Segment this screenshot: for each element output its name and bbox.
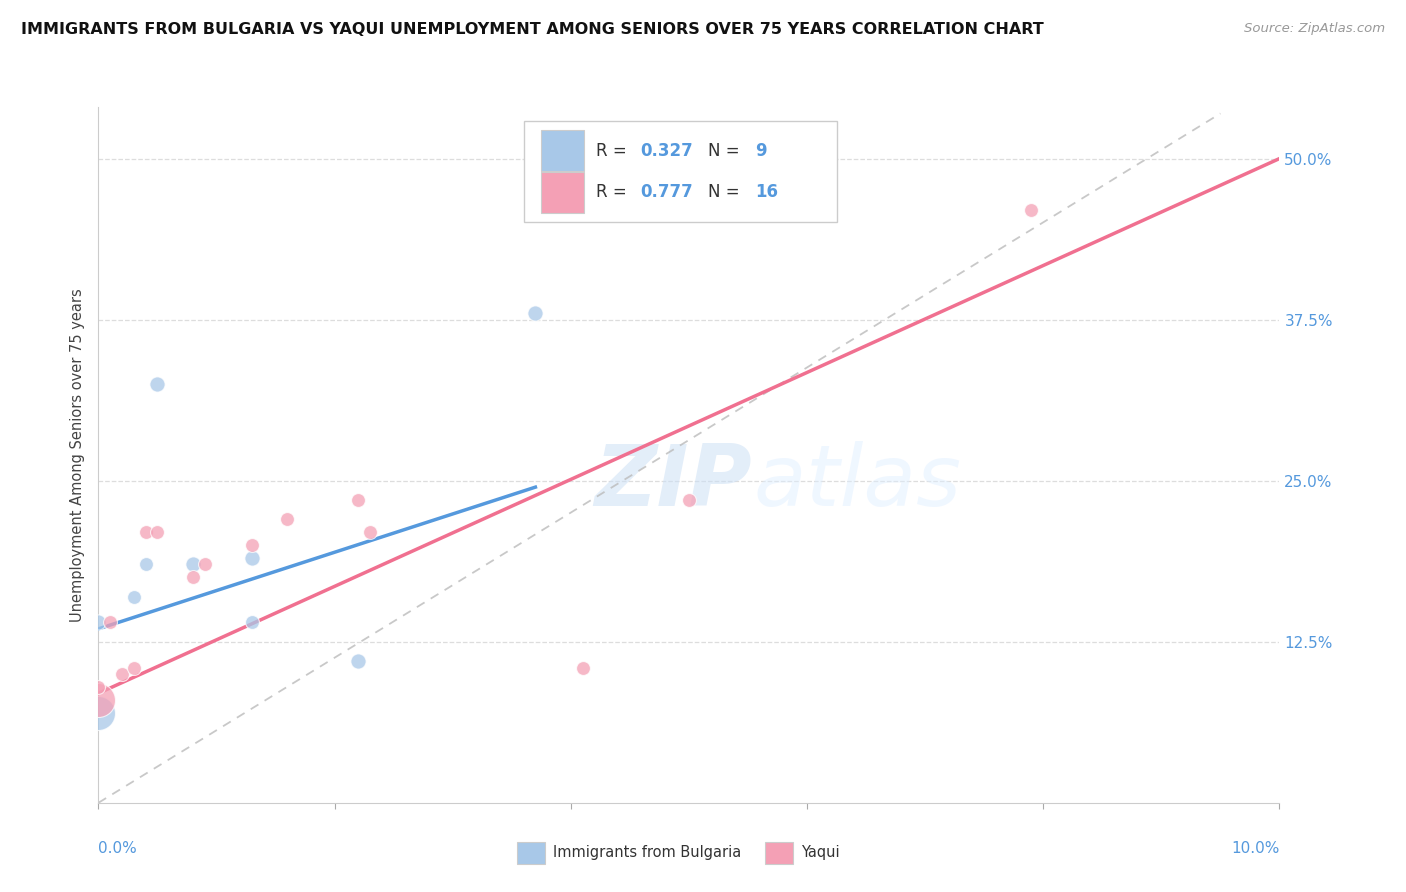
Y-axis label: Unemployment Among Seniors over 75 years: Unemployment Among Seniors over 75 years [70,288,86,622]
Text: IMMIGRANTS FROM BULGARIA VS YAQUI UNEMPLOYMENT AMONG SENIORS OVER 75 YEARS CORRE: IMMIGRANTS FROM BULGARIA VS YAQUI UNEMPL… [21,22,1043,37]
FancyBboxPatch shape [765,842,793,864]
FancyBboxPatch shape [541,171,583,212]
Point [122,660,145,674]
Point [240,538,263,552]
FancyBboxPatch shape [541,130,583,171]
Point [87,615,110,630]
Point [146,525,169,540]
Point [146,377,169,392]
Text: 0.327: 0.327 [641,142,693,160]
FancyBboxPatch shape [523,121,837,222]
Point [98,615,121,630]
Point [276,512,298,526]
Point [122,590,145,604]
Point [194,558,217,572]
Text: 0.777: 0.777 [641,183,693,201]
Text: ZIP: ZIP [595,442,752,524]
Point [359,525,381,540]
Point [524,306,547,320]
Text: R =: R = [596,142,631,160]
Point [571,660,593,674]
Point [181,570,204,584]
Point [240,615,263,630]
Point [135,525,157,540]
Point [87,692,110,706]
Point [347,493,370,508]
Point [240,551,263,566]
Text: 9: 9 [755,142,766,160]
Point [87,680,110,694]
Point [347,654,370,668]
Text: 10.0%: 10.0% [1232,841,1279,856]
Text: Source: ZipAtlas.com: Source: ZipAtlas.com [1244,22,1385,36]
Text: atlas: atlas [754,442,962,524]
Point [678,493,700,508]
Point [181,558,204,572]
Text: N =: N = [707,142,745,160]
Point [1021,203,1043,218]
Text: Yaqui: Yaqui [801,846,839,861]
Text: R =: R = [596,183,631,201]
Point [111,667,134,681]
Text: 16: 16 [755,183,778,201]
Point [135,558,157,572]
FancyBboxPatch shape [516,842,546,864]
Text: 0.0%: 0.0% [98,841,138,856]
Point [87,706,110,720]
Text: Immigrants from Bulgaria: Immigrants from Bulgaria [553,846,741,861]
Text: N =: N = [707,183,745,201]
